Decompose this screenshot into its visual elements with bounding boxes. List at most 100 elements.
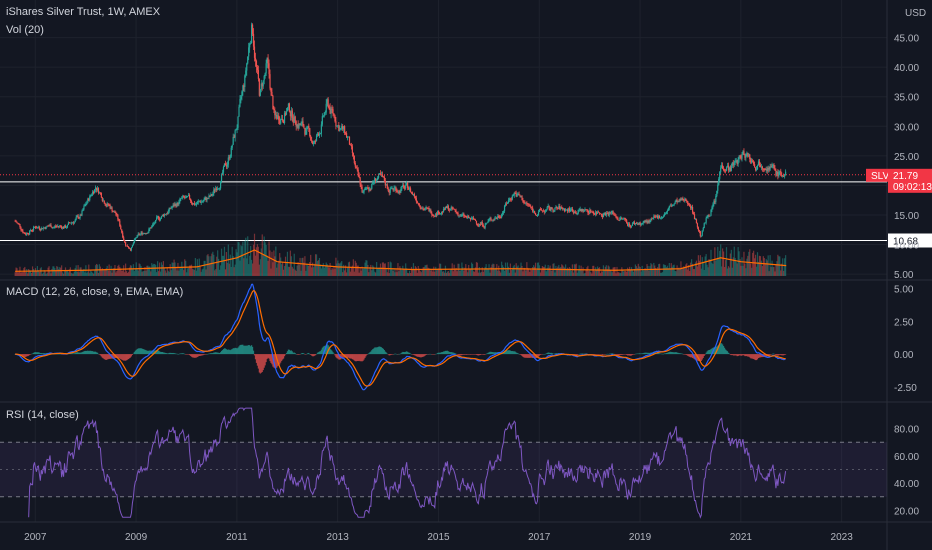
candle-body: [169, 207, 171, 209]
candle-body: [312, 141, 314, 144]
candle-body: [435, 213, 437, 217]
macd-hist-bar: [536, 354, 539, 358]
macd-hist-bar: [429, 353, 431, 355]
volume-bar: [189, 265, 192, 276]
candle-body: [740, 155, 742, 159]
macd-hist-bar: [44, 353, 46, 355]
candle-body: [125, 241, 127, 246]
time-axis[interactable]: 2007 2009 2011 2013 2015 2017 2019 2021 2023: [24, 532, 853, 543]
candle-body: [515, 193, 517, 197]
macd-hist-bar: [63, 354, 66, 355]
volume-bar: [379, 263, 382, 276]
macd-hist-bar: [337, 354, 339, 359]
volume-bar: [701, 257, 703, 276]
macd-hist-bar: [35, 352, 38, 355]
candle-body: [533, 210, 535, 212]
volume-bar: [255, 247, 258, 276]
candle-body: [309, 128, 311, 137]
candle-body: [311, 139, 313, 142]
macd-hist-bar: [482, 354, 484, 355]
candle-body: [694, 219, 697, 220]
candle-body: [212, 193, 214, 196]
candle-body: [474, 219, 477, 221]
candle-body: [502, 212, 504, 215]
volume-bar: [345, 265, 347, 276]
macd-axis[interactable]: 5.002.500.00-2.50: [894, 285, 917, 394]
volume-bar: [223, 246, 226, 276]
candle-body: [593, 212, 595, 215]
candle-body: [323, 112, 325, 116]
candle-body: [496, 217, 498, 219]
volume-bar: [415, 267, 417, 276]
candle-body: [40, 228, 42, 231]
candle-body: [216, 188, 218, 190]
candle-body: [486, 222, 488, 224]
macd-hist-bar: [449, 352, 451, 355]
candle-body: [494, 218, 496, 221]
candle-body: [615, 215, 617, 218]
volume-bar: [564, 267, 566, 276]
volume-bar: [313, 263, 316, 276]
volume-bar: [258, 264, 260, 276]
candle-body: [507, 200, 510, 204]
candle-body: [470, 217, 472, 220]
macd-tick: 2.50: [894, 317, 914, 328]
candle-body: [458, 215, 460, 217]
macd-hist-bar: [545, 353, 547, 355]
candle-body: [183, 195, 185, 197]
volume-bar: [683, 266, 685, 276]
macd-hist-bar: [168, 352, 170, 355]
candle-body: [461, 214, 463, 216]
macd-hist-bar: [360, 354, 362, 362]
volume-bar: [519, 267, 521, 276]
candle-body: [696, 223, 699, 228]
macd-hist-bar: [298, 354, 300, 355]
volume-bar: [64, 267, 67, 276]
volume-bar: [561, 264, 563, 276]
candle-body: [269, 74, 271, 89]
volume-bar: [381, 262, 384, 276]
price-axis[interactable]: 5.0010.0015.0020.0025.0030.0035.0040.004…: [894, 34, 919, 282]
volume-bar: [671, 266, 673, 276]
volume-bar: [106, 265, 108, 276]
volume-bar: [744, 263, 746, 276]
macd-hist-bar: [770, 354, 772, 355]
currency-label: USD: [905, 8, 926, 19]
candle-body: [432, 215, 434, 216]
candle-body: [576, 213, 578, 215]
macd-hist-bar: [30, 353, 33, 355]
volume-bar: [542, 266, 544, 276]
volume-bar: [192, 269, 195, 276]
volume-bar: [755, 266, 758, 276]
volume-bar: [55, 270, 57, 276]
volume-bar: [132, 264, 134, 276]
macd-hist-bar: [300, 353, 302, 355]
macd-hist-bar: [317, 352, 320, 355]
candle-body: [345, 133, 348, 138]
candle-body: [101, 197, 103, 201]
volume-bar: [619, 273, 621, 276]
macd-hist-bar: [104, 354, 106, 360]
macd-hist-bar: [700, 354, 702, 361]
candle-body: [280, 119, 282, 124]
candle-body: [23, 232, 25, 234]
candle-body: [765, 169, 767, 171]
macd-hist-bar: [310, 354, 312, 355]
candle-body: [408, 187, 410, 190]
candle-body: [316, 133, 319, 136]
macd-hist-bar: [495, 352, 497, 355]
volume-bar: [84, 272, 86, 276]
volume-bar: [713, 260, 715, 276]
volume-bar: [281, 264, 283, 276]
volume-bar: [253, 233, 256, 276]
candle-body: [746, 153, 748, 155]
macd-hist-bar: [175, 353, 177, 355]
volume-bar: [648, 270, 650, 276]
macd-hist-bar: [646, 352, 648, 355]
macd-hist-bar: [711, 348, 713, 355]
candle-body: [313, 142, 315, 144]
macd-hist-bar: [377, 346, 380, 355]
candle-body: [771, 166, 773, 168]
